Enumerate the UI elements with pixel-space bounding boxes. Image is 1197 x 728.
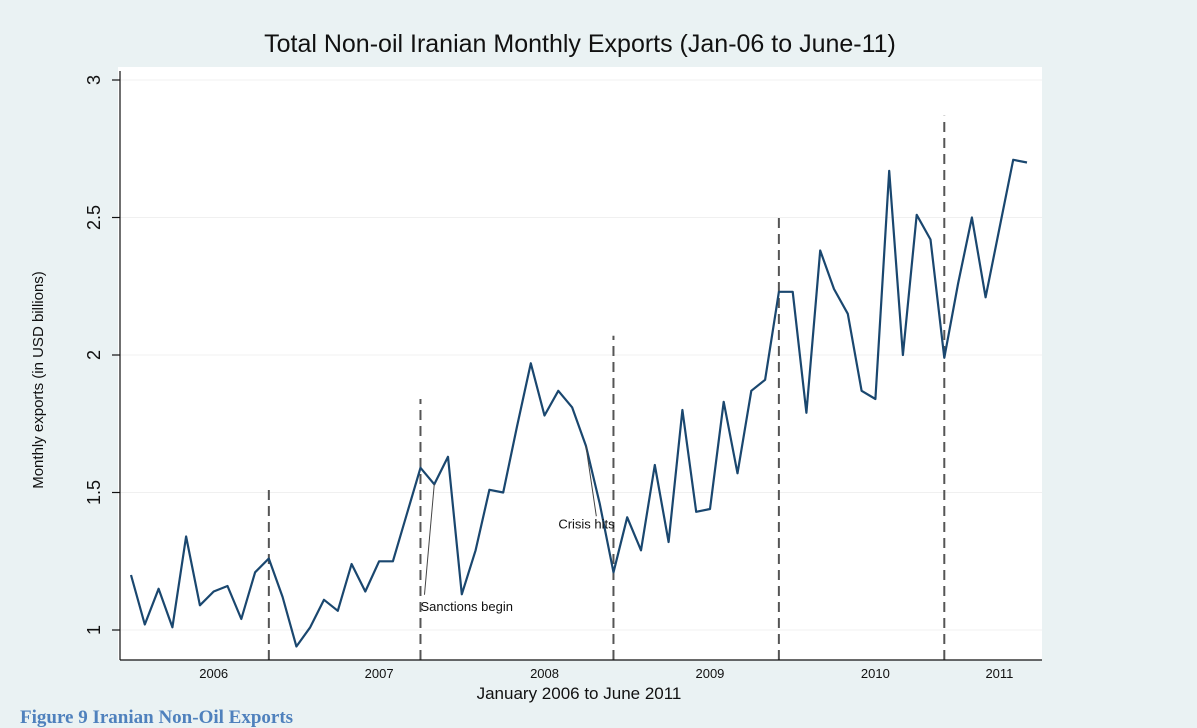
figure-caption: Figure 9 Iranian Non-Oil Exports xyxy=(20,707,294,728)
plot-area xyxy=(118,67,1042,660)
x-axis-year-labels: 2006 2007 2008 2009 2010 2011 xyxy=(199,666,1013,681)
x-year-label-3: 2009 xyxy=(695,666,724,681)
y-tick-label-4: 3 xyxy=(84,75,104,85)
y-tick-label-1: 1.5 xyxy=(84,480,104,505)
annotation-pointer-1 xyxy=(585,445,597,517)
chart-title: Total Non-oil Iranian Monthly Exports (J… xyxy=(264,30,896,58)
y-tick-label-2: 2 xyxy=(84,350,104,360)
y-axis-label: Monthly exports (in USD billions) xyxy=(30,271,47,489)
y-axis-ticks: 1 1.5 2 2.5 3 xyxy=(84,75,120,635)
x-year-label-4: 2010 xyxy=(861,666,890,681)
annotation-label-0: Sanctions begin xyxy=(420,599,513,614)
y-tick-label-0: 1 xyxy=(84,625,104,635)
annotation-pointer-0 xyxy=(423,484,435,595)
annotation-label-1: Crisis hits xyxy=(558,516,615,531)
x-year-label-2: 2008 xyxy=(530,666,559,681)
x-axis-label: January 2006 to June 2011 xyxy=(477,684,682,703)
axes xyxy=(119,71,1042,661)
x-year-label-5: 2011 xyxy=(985,666,1013,681)
x-year-label-0: 2006 xyxy=(199,666,228,681)
annotations: Sanctions begin Crisis hits xyxy=(420,516,615,614)
x-year-label-1: 2007 xyxy=(365,666,394,681)
y-tick-label-3: 2.5 xyxy=(84,205,104,230)
series-line xyxy=(129,158,1028,648)
gridlines xyxy=(120,79,1042,631)
annotation-pointers xyxy=(423,445,597,595)
